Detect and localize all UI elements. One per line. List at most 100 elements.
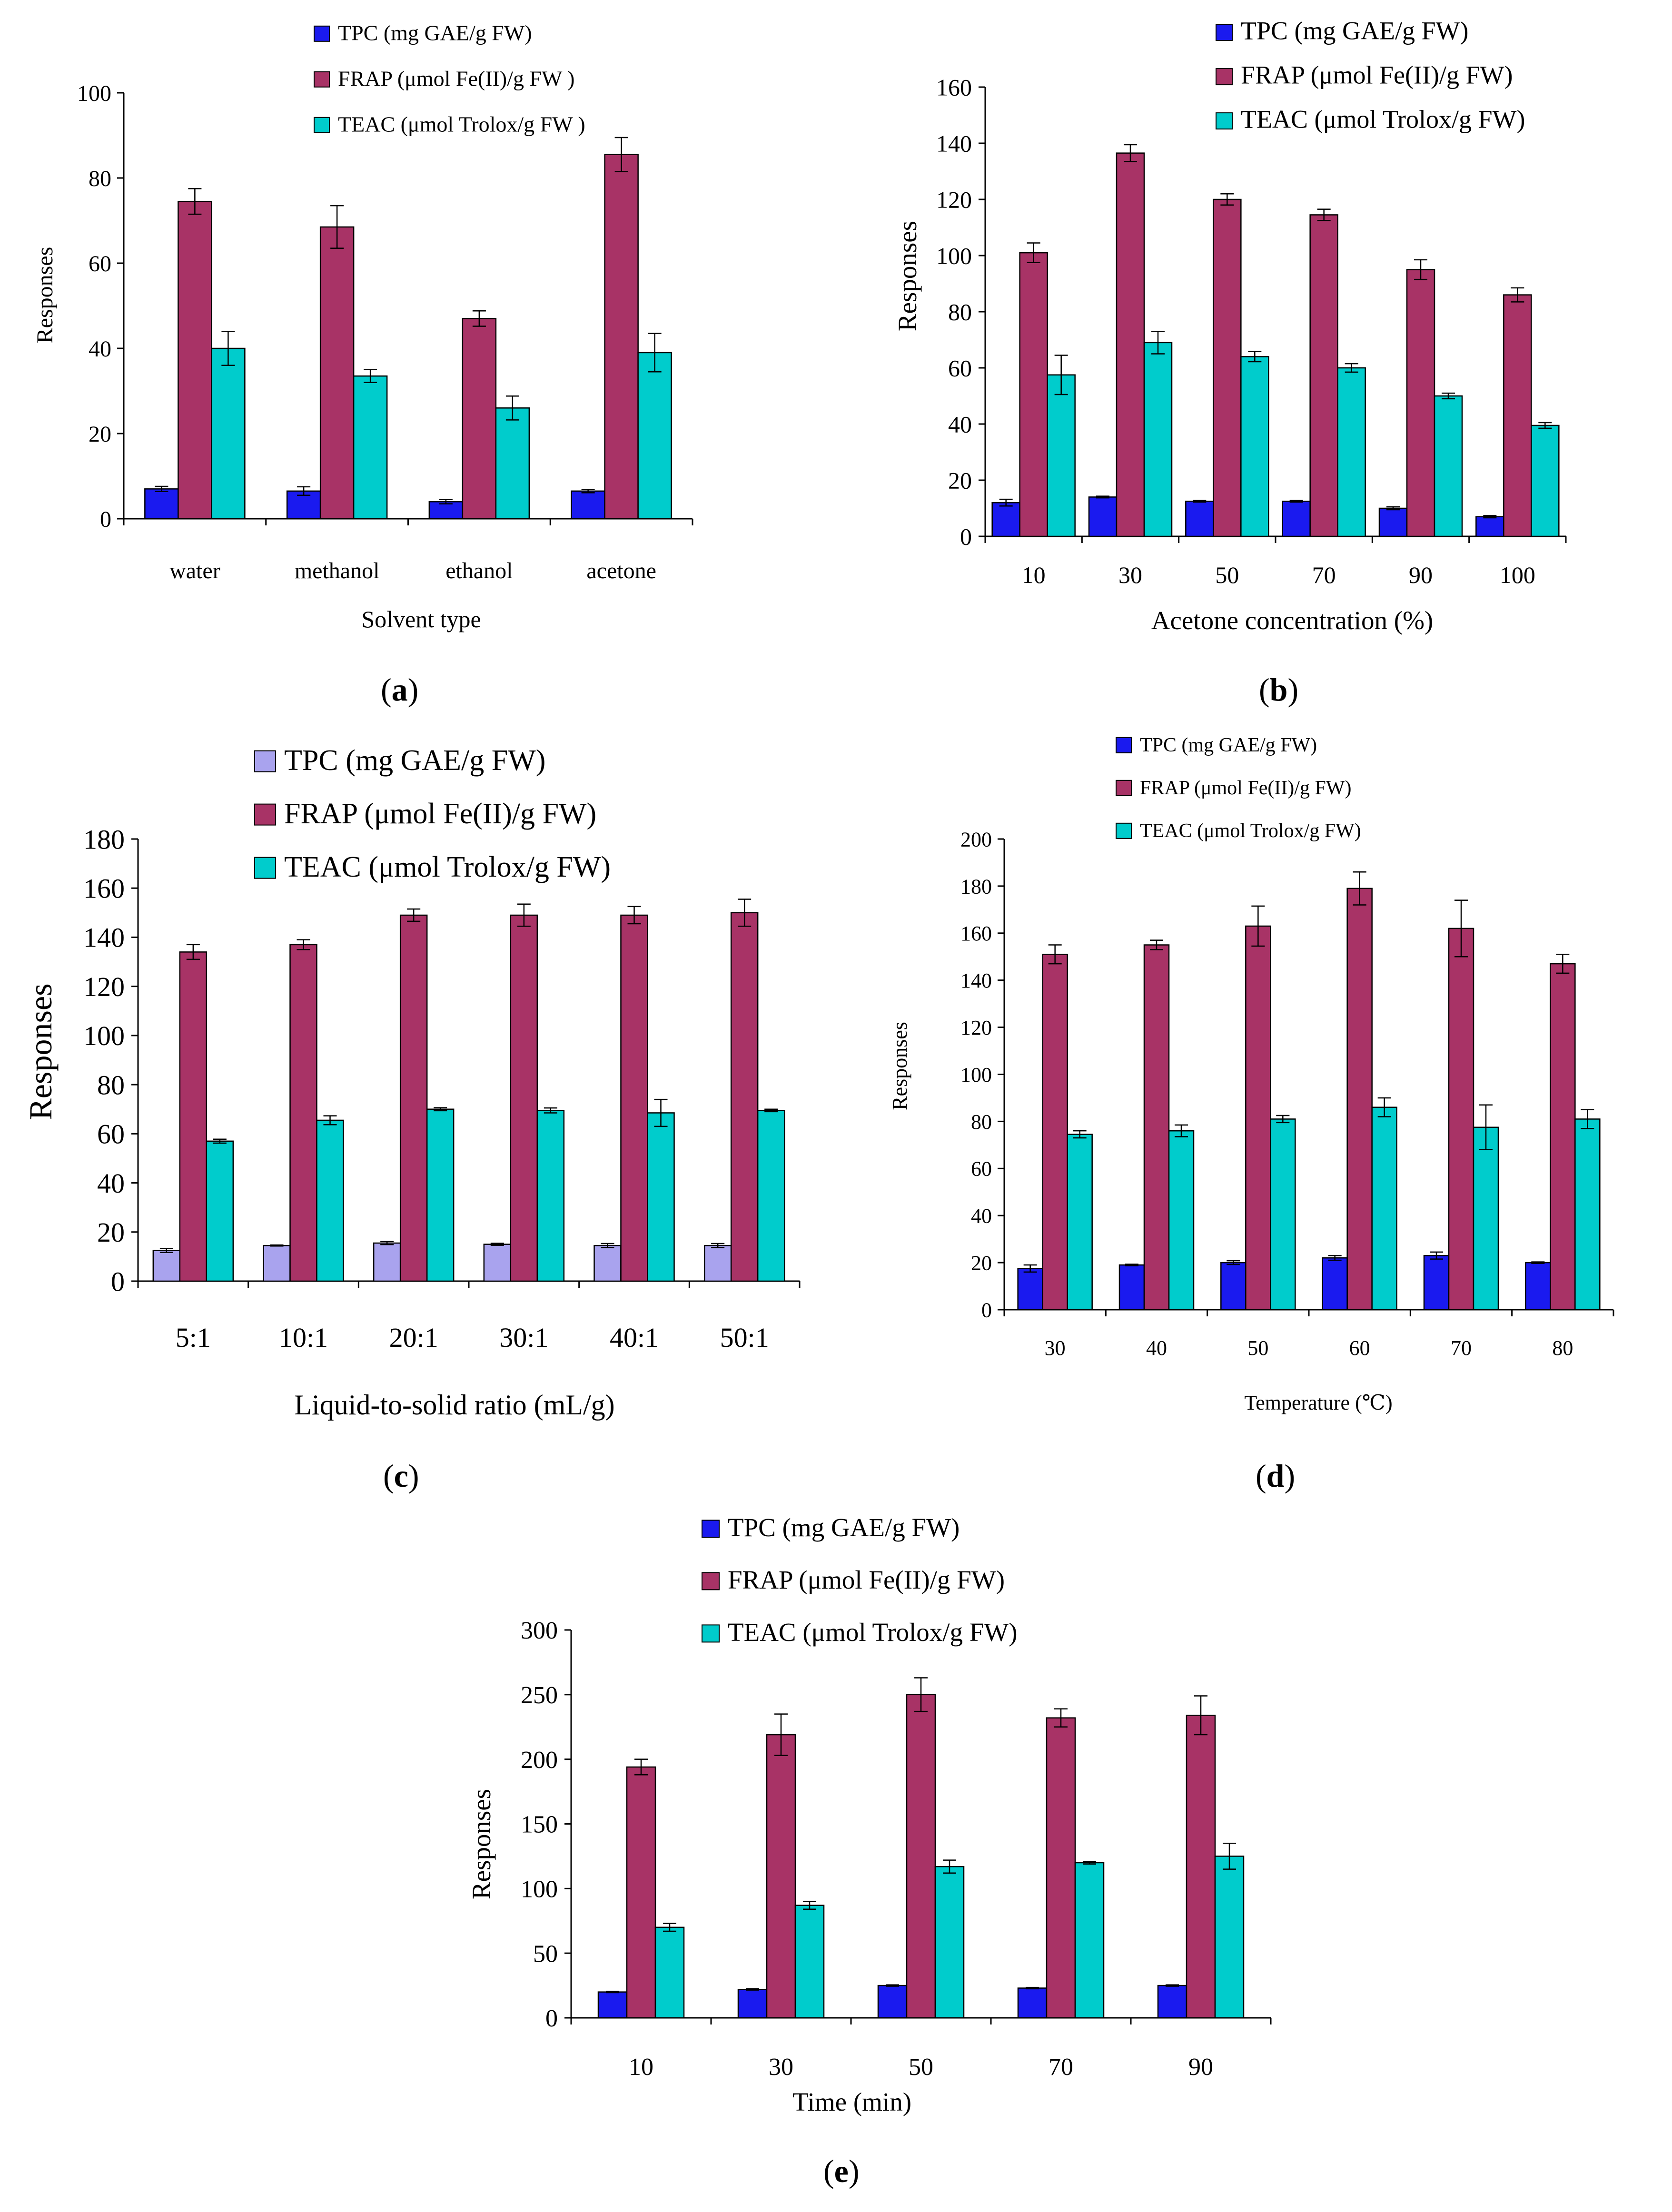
- legend-swatch-c: [254, 857, 276, 879]
- panel-d: TPC (mg GAE/g FW) FRAP (μmol Fe(II)/g FW)…: [888, 734, 1614, 1494]
- bar-e-teac-10: [654, 1926, 685, 2019]
- bar-d-teac-30: [1067, 1134, 1093, 1311]
- bar-d-tpc-30: [1017, 1268, 1043, 1311]
- bar-c-frap-30:1: [510, 914, 538, 1282]
- bar-b-teac-70: [1337, 367, 1366, 537]
- panel-letter-c: c: [394, 1458, 408, 1494]
- bar-c-tpc-40:1: [594, 1244, 622, 1282]
- panel-c: TPC (mg GAE/g FW) FRAP (μmol Fe(II)/g FW)…: [22, 744, 801, 1494]
- legend-e: TPC (mg GAE/g FW) FRAP (μmol Fe(II)/g FW)…: [702, 1513, 1018, 1647]
- panel-letter-b: b: [1270, 672, 1288, 708]
- legend-swatch-e: [702, 1520, 720, 1538]
- bar-d-teac-80: [1574, 1118, 1601, 1311]
- bar-e-frap-10: [626, 1766, 656, 2019]
- y-tick-label-a: 80: [89, 166, 111, 191]
- y-tick-label-e: 250: [521, 1682, 558, 1709]
- x-tick-label-d: 30: [1045, 1336, 1066, 1360]
- y-tick-label-a: 20: [89, 422, 111, 447]
- bar-b-teac-30: [1143, 342, 1173, 537]
- x-tick-label-a: methanol: [295, 558, 380, 583]
- y-tick-label-d: 80: [971, 1110, 992, 1134]
- y-tick-label-d: 140: [960, 969, 992, 992]
- x-tick-label-d: 60: [1349, 1336, 1370, 1360]
- bar-e-frap-50: [906, 1694, 936, 2019]
- panel-label-b: (b): [1259, 672, 1298, 708]
- panel-label-d: (d): [1256, 1458, 1295, 1494]
- bar-d-teac-50: [1270, 1118, 1296, 1311]
- bar-a-frap-methanol: [319, 226, 355, 520]
- legend-swatch-b: [1216, 24, 1233, 41]
- bar-b-teac-10: [1047, 374, 1076, 537]
- plot-area-c: 0 20 40 60 80 100 120 140 160 180 5:1 10:1 20:1 30:1 4…: [83, 824, 801, 1353]
- legend-swatch-b: [1216, 68, 1233, 86]
- y-tick-label-b: 140: [936, 130, 972, 157]
- bar-e-teac-50: [934, 1866, 965, 2019]
- legend-label-e: TEAC (μmol Trolox/g FW): [728, 1618, 1018, 1647]
- bar-d-frap-30: [1042, 954, 1068, 1311]
- y-axis-label-b: Responses: [893, 221, 922, 331]
- legend-swatch-d: [1116, 780, 1132, 796]
- x-tick-label-d: 40: [1146, 1336, 1167, 1360]
- y-tick-label-d: 0: [981, 1298, 992, 1322]
- panel-label-c: (c): [383, 1458, 419, 1494]
- panel-letter-d: d: [1266, 1458, 1285, 1494]
- bar-a-teac-ethanol: [495, 407, 530, 520]
- y-tick-label-c: 120: [83, 971, 125, 1002]
- bar-a-tpc-acetone: [571, 490, 605, 520]
- bar-c-frap-5:1: [179, 951, 208, 1282]
- y-tick-label-a: 100: [77, 81, 111, 106]
- y-tick-label-d: 20: [971, 1252, 992, 1275]
- legend-swatch-c: [254, 750, 276, 772]
- y-tick-label-c: 60: [97, 1119, 125, 1150]
- y-axis-label-c: Responses: [22, 983, 59, 1120]
- legend-label-b: TEAC (μmol Trolox/g FW): [1241, 105, 1525, 134]
- panel-e: TPC (mg GAE/g FW) FRAP (μmol Fe(II)/g FW)…: [467, 1513, 1272, 2189]
- bar-d-tpc-60: [1322, 1257, 1348, 1311]
- bar-b-frap-70: [1309, 214, 1338, 537]
- x-tick-label-a: acetone: [586, 558, 656, 583]
- x-tick-label-e: 50: [909, 2054, 933, 2081]
- x-tick-label-b: 50: [1215, 562, 1239, 588]
- bar-e-tpc-70: [1017, 1987, 1048, 2019]
- legend-swatch-b: [1216, 112, 1233, 130]
- y-tick-label-c: 140: [83, 922, 125, 953]
- bar-c-frap-10:1: [289, 944, 317, 1282]
- bar-d-tpc-80: [1525, 1262, 1551, 1311]
- legend-swatch-c: [254, 803, 276, 826]
- bar-d-teac-40: [1168, 1130, 1195, 1311]
- bar-c-teac-10:1: [316, 1119, 344, 1282]
- bar-e-frap-30: [766, 1734, 796, 2019]
- legend-swatch-a: [314, 117, 330, 133]
- bar-c-tpc-20:1: [373, 1242, 401, 1282]
- legend-swatch-e: [702, 1624, 720, 1643]
- x-tick-label-d: 70: [1451, 1336, 1472, 1360]
- y-tick-label-e: 300: [521, 1617, 558, 1644]
- y-tick-label-e: 50: [533, 1940, 558, 1967]
- y-tick-label-d: 40: [971, 1205, 992, 1228]
- y-tick-label-e: 100: [521, 1876, 558, 1903]
- bar-c-teac-40:1: [647, 1112, 675, 1282]
- panel-b: TPC (mg GAE/g FW) FRAP (μmol Fe(II)/g FW)…: [893, 17, 1567, 708]
- bar-d-tpc-40: [1118, 1264, 1145, 1311]
- y-tick-label-c: 180: [83, 824, 125, 855]
- legend-label-c: TPC (mg GAE/g FW): [284, 744, 545, 777]
- y-tick-label-e: 0: [545, 2005, 558, 2032]
- legend-label-c: FRAP (μmol Fe(II)/g FW): [284, 798, 596, 830]
- bar-d-frap-60: [1346, 888, 1373, 1311]
- y-tick-label-d: 60: [971, 1157, 992, 1181]
- x-tick-label-e: 30: [769, 2054, 793, 2081]
- bar-c-teac-30:1: [536, 1110, 565, 1282]
- x-tick-label-c: 10:1: [279, 1322, 328, 1353]
- bar-c-frap-40:1: [620, 914, 648, 1282]
- plot-area-b: 0 20 40 60 80 100 120 140 160 10 30 50 70 90 100: [936, 74, 1567, 588]
- y-tick-label-b: 0: [960, 523, 972, 550]
- y-tick-label-b: 60: [948, 355, 972, 382]
- x-tick-label-c: 20:1: [389, 1322, 438, 1353]
- x-axis-label-e: Time (min): [792, 2087, 911, 2116]
- bar-b-frap-100: [1503, 294, 1532, 537]
- legend-label-c: TEAC (μmol Trolox/g FW): [284, 851, 611, 883]
- bar-c-tpc-5:1: [152, 1250, 181, 1282]
- y-tick-label-a: 40: [89, 336, 111, 362]
- bar-c-frap-20:1: [399, 914, 428, 1282]
